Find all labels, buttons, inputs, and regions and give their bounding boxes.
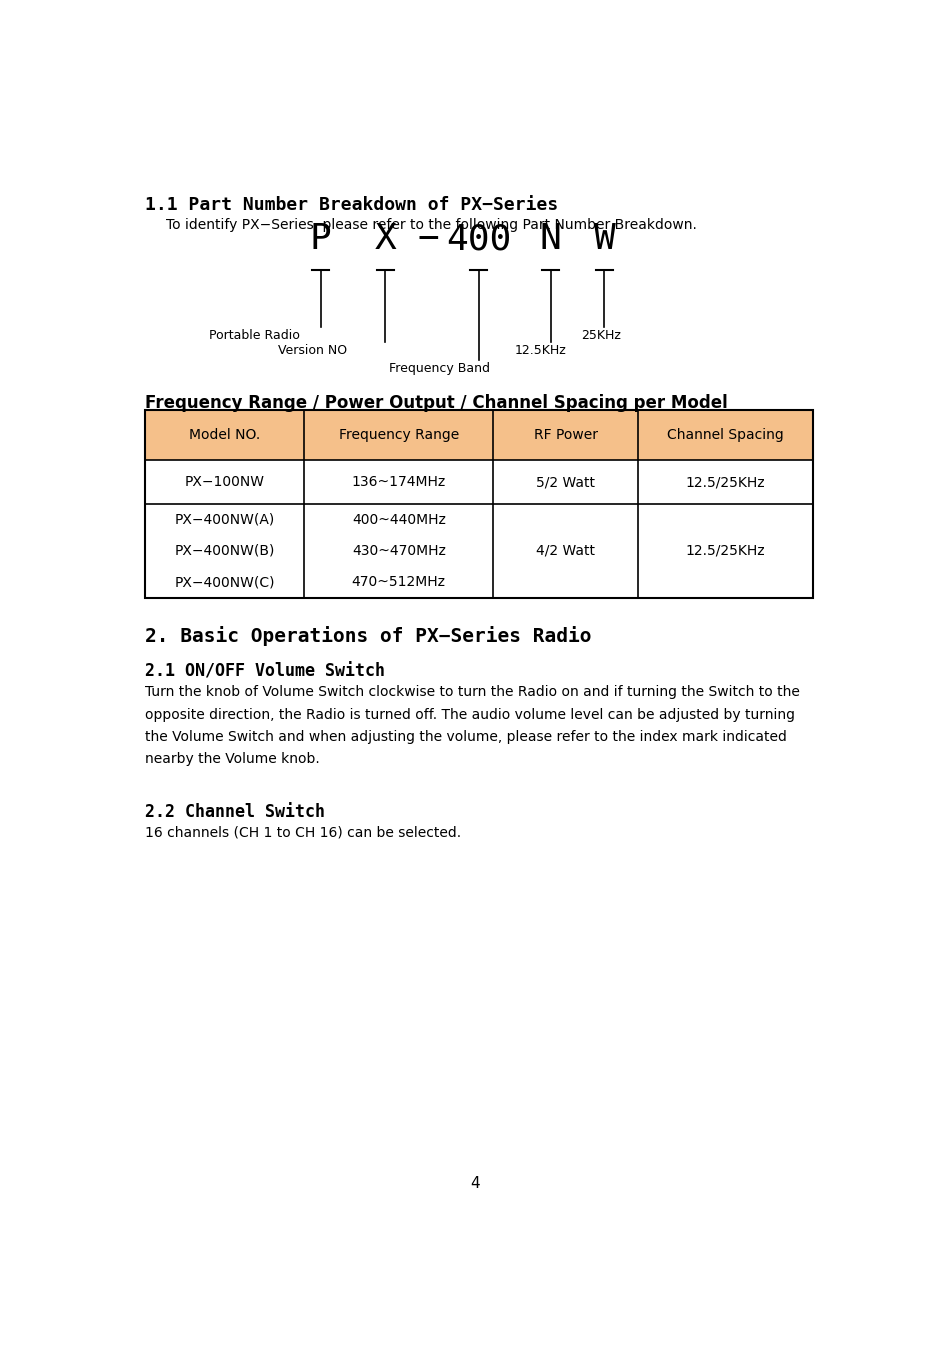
Bar — [145, 410, 813, 598]
Text: 16 channels (CH 1 to CH 16) can be selected.: 16 channels (CH 1 to CH 16) can be selec… — [145, 825, 461, 840]
Text: 470~512MHz: 470~512MHz — [351, 575, 446, 589]
Text: 4: 4 — [470, 1176, 480, 1191]
Text: 2.1 ON/OFF Volume Switch: 2.1 ON/OFF Volume Switch — [145, 663, 385, 681]
Text: 430~470MHz: 430~470MHz — [352, 544, 446, 557]
Text: PX−100NW: PX−100NW — [184, 475, 264, 490]
Text: P: P — [310, 222, 332, 256]
Text: 136~174MHz: 136~174MHz — [351, 475, 446, 490]
Text: 1.1 Part Number Breakdown of PX−Series: 1.1 Part Number Breakdown of PX−Series — [145, 196, 558, 214]
Text: PX−400NW(B): PX−400NW(B) — [174, 544, 274, 557]
Text: Model NO.: Model NO. — [189, 429, 260, 442]
Text: Frequency Range / Power Output / Channel Spacing per Model: Frequency Range / Power Output / Channel… — [145, 394, 728, 411]
Text: X: X — [375, 222, 396, 256]
Bar — [145, 410, 813, 460]
Text: 2. Basic Operations of PX−Series Radio: 2. Basic Operations of PX−Series Radio — [145, 626, 591, 645]
Text: 12.5/25KHz: 12.5/25KHz — [686, 475, 766, 490]
Text: Portable Radio: Portable Radio — [210, 329, 300, 342]
Text: Frequency Range: Frequency Range — [338, 429, 459, 442]
Text: PX−400NW(C): PX−400NW(C) — [174, 575, 274, 589]
Text: 12.5KHz: 12.5KHz — [514, 344, 566, 357]
Text: −: − — [417, 222, 439, 256]
Text: 2.2 Channel Switch: 2.2 Channel Switch — [145, 804, 324, 821]
Text: 4/2 Watt: 4/2 Watt — [537, 544, 595, 557]
Text: N: N — [540, 222, 562, 256]
Text: 400: 400 — [446, 222, 512, 256]
Text: W: W — [593, 222, 616, 256]
Text: 12.5/25KHz: 12.5/25KHz — [686, 544, 766, 557]
Text: 400~440MHz: 400~440MHz — [352, 513, 446, 526]
Text: PX−400NW(A): PX−400NW(A) — [174, 513, 274, 526]
Text: 5/2 Watt: 5/2 Watt — [537, 475, 595, 490]
Text: Channel Spacing: Channel Spacing — [667, 429, 784, 442]
Text: To identify PX−Series, please refer to the following Part Number Breakdown.: To identify PX−Series, please refer to t… — [166, 218, 697, 231]
Text: Frequency Band: Frequency Band — [389, 363, 489, 375]
Text: Version NO: Version NO — [277, 344, 347, 357]
Text: 25KHz: 25KHz — [581, 329, 621, 342]
Text: Turn the knob of Volume Switch clockwise to turn the Radio on and if turning the: Turn the knob of Volume Switch clockwise… — [145, 686, 799, 766]
Text: RF Power: RF Power — [534, 429, 598, 442]
